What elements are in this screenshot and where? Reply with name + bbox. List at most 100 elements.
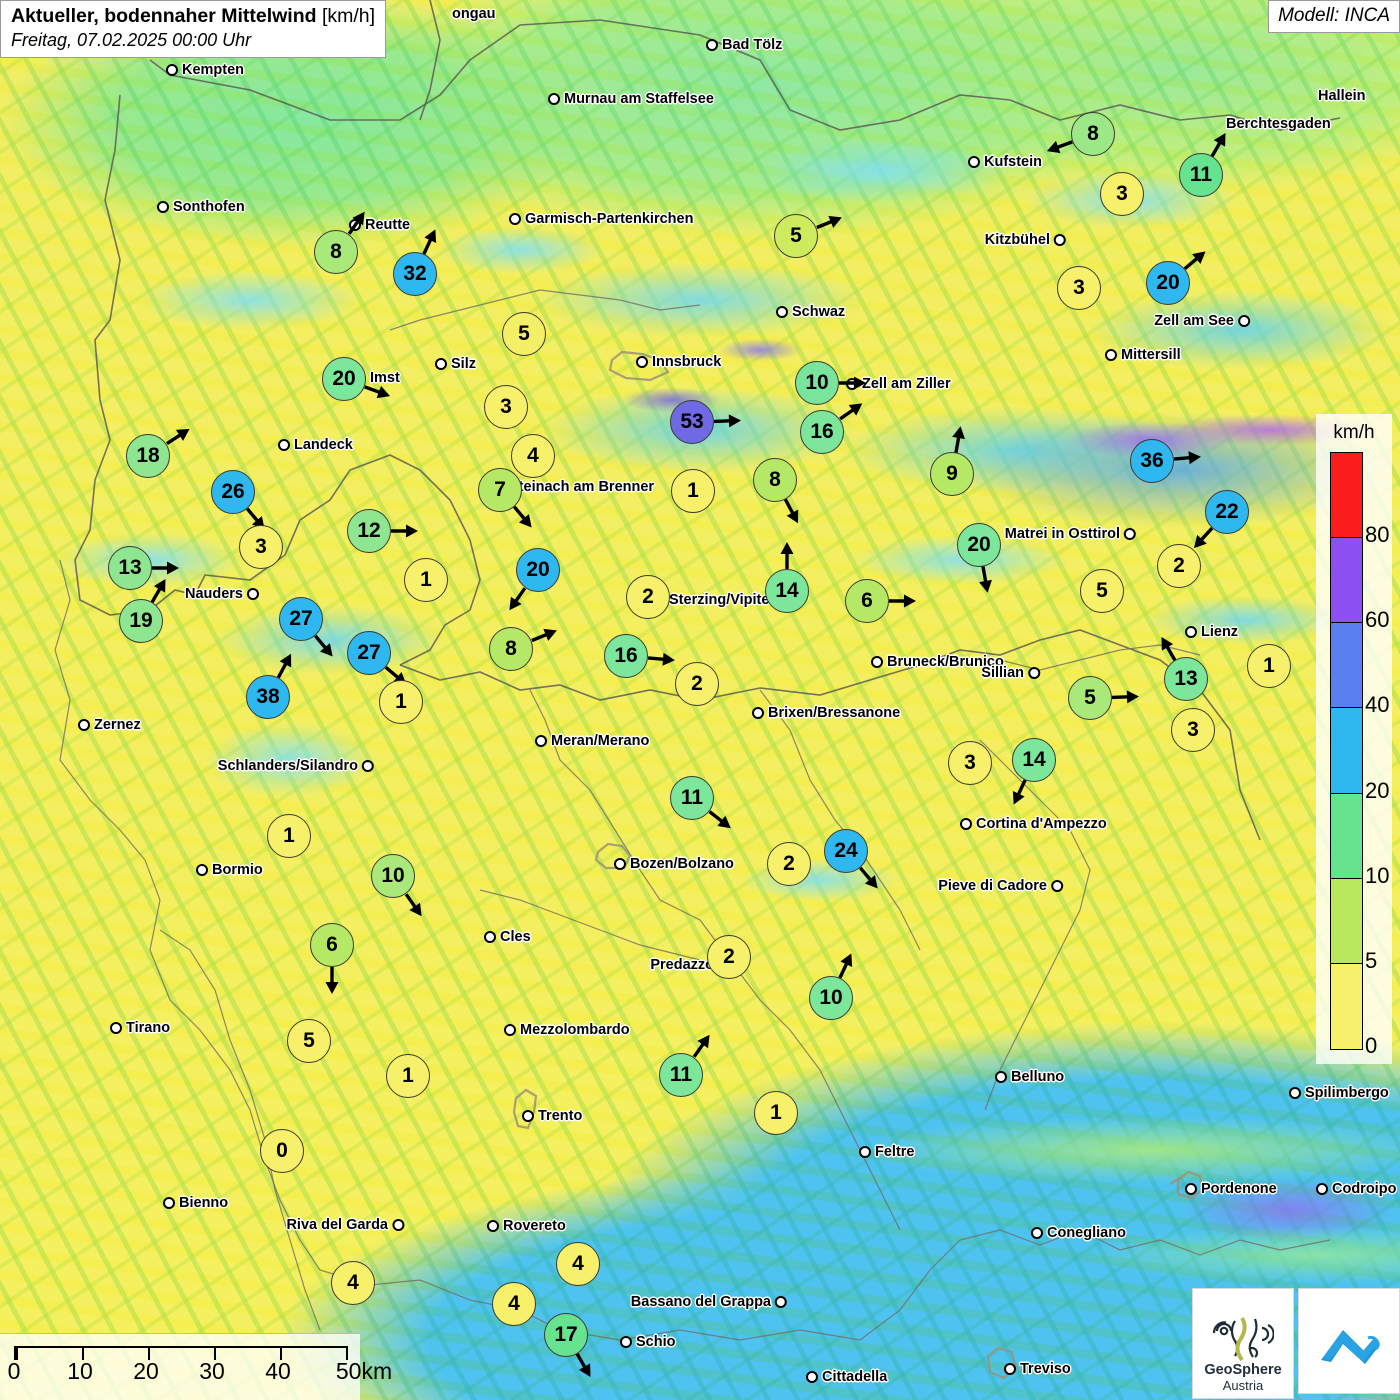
geosphere-logo: GeoSphere Austria xyxy=(1192,1288,1294,1399)
city-label: Lienz xyxy=(1185,624,1238,640)
wind-station-marker[interactable]: 17 xyxy=(544,1313,588,1357)
wind-station-marker[interactable]: 16 xyxy=(800,410,844,454)
wind-station-marker[interactable]: 2 xyxy=(675,662,719,706)
wind-station-marker[interactable]: 1 xyxy=(386,1054,430,1098)
scale-label: 50km xyxy=(335,1358,393,1384)
wind-station-marker[interactable]: 24 xyxy=(824,829,868,873)
city-label: Garmisch-Partenkirchen xyxy=(509,211,693,227)
wind-station-marker[interactable]: 8 xyxy=(314,230,358,274)
wind-station-marker[interactable]: 4 xyxy=(556,1242,600,1286)
wind-station-marker[interactable]: 9 xyxy=(930,452,974,496)
wind-station-marker[interactable]: 20 xyxy=(1146,261,1190,305)
wind-station-marker[interactable]: 5 xyxy=(502,312,546,356)
city-name-text: Mittersill xyxy=(1121,347,1181,363)
city-name-text: Kempten xyxy=(182,62,245,78)
city-name-text: Hallein xyxy=(1318,88,1366,104)
wind-station-marker[interactable]: 11 xyxy=(1179,153,1223,197)
wind-station-marker[interactable]: 32 xyxy=(393,252,437,296)
wind-station-marker[interactable]: 1 xyxy=(267,814,311,858)
wind-station-marker[interactable]: 27 xyxy=(279,597,323,641)
wind-station-marker[interactable]: 16 xyxy=(604,634,648,678)
wind-station-marker[interactable]: 38 xyxy=(246,675,290,719)
wind-station-marker[interactable]: 1 xyxy=(379,680,423,724)
city-label: Codroipo xyxy=(1316,1181,1396,1197)
wind-station-marker[interactable]: 1 xyxy=(671,469,715,513)
wind-value-text: 2 xyxy=(1173,554,1185,577)
scale-label: 10 xyxy=(67,1358,93,1384)
wind-station-marker[interactable]: 18 xyxy=(126,434,170,478)
wind-station-marker[interactable]: 20 xyxy=(957,523,1001,567)
wind-station-marker[interactable]: 3 xyxy=(484,385,528,429)
city-dot-icon xyxy=(1238,315,1250,327)
wind-station-marker[interactable]: 13 xyxy=(1164,657,1208,701)
wind-station-marker[interactable]: 1 xyxy=(1247,644,1291,688)
wind-station-marker[interactable]: 27 xyxy=(347,631,391,675)
city-label: Nauders xyxy=(185,586,259,602)
wind-station-marker[interactable]: 1 xyxy=(754,1091,798,1135)
wind-station-marker[interactable]: 36 xyxy=(1130,439,1174,483)
city-label: Landeck xyxy=(278,437,353,453)
wind-station-marker[interactable]: 3 xyxy=(948,741,992,785)
wind-station-marker[interactable]: 3 xyxy=(1171,708,1215,752)
wind-station-marker[interactable]: 5 xyxy=(1068,676,1112,720)
wind-station-marker[interactable]: 13 xyxy=(108,546,152,590)
wind-station-marker[interactable]: 11 xyxy=(659,1053,703,1097)
wind-station-marker[interactable]: 2 xyxy=(626,575,670,619)
wind-station-marker[interactable]: 4 xyxy=(492,1282,536,1326)
wind-station-marker[interactable]: 7 xyxy=(478,468,522,512)
wind-station-marker[interactable]: 4 xyxy=(511,434,555,478)
wind-station-marker[interactable]: 5 xyxy=(774,214,818,258)
legend-unit-label: km/h xyxy=(1333,422,1375,443)
city-name-text: Steinach am Brenner xyxy=(509,479,655,495)
wind-value-text: 4 xyxy=(508,1292,520,1315)
wind-station-marker[interactable]: 14 xyxy=(1012,738,1056,782)
wind-station-marker[interactable]: 20 xyxy=(516,548,560,592)
wind-station-marker[interactable]: 10 xyxy=(809,976,853,1020)
wind-station-marker[interactable]: 22 xyxy=(1205,490,1249,534)
wind-station-marker[interactable]: 10 xyxy=(795,361,839,405)
wind-station-marker[interactable]: 2 xyxy=(767,842,811,886)
wind-station-marker[interactable]: 2 xyxy=(1157,544,1201,588)
wind-station-marker[interactable]: 53 xyxy=(670,400,714,444)
city-name-text: Murnau am Staffelsee xyxy=(564,91,714,107)
wind-value-text: 4 xyxy=(347,1271,359,1294)
city-label: Kufstein xyxy=(968,154,1042,170)
city-dot-icon xyxy=(1004,1363,1016,1375)
wind-station-marker[interactable]: 10 xyxy=(371,854,415,898)
wind-station-marker[interactable]: 1 xyxy=(404,558,448,602)
wind-station-marker[interactable]: 12 xyxy=(347,509,391,553)
wind-station-marker[interactable]: 6 xyxy=(845,579,889,623)
wind-station-marker[interactable]: 8 xyxy=(753,458,797,502)
city-dot-icon xyxy=(752,707,764,719)
wind-station-marker[interactable]: 5 xyxy=(1080,569,1124,613)
wind-station-marker[interactable]: 0 xyxy=(260,1129,304,1173)
city-dot-icon xyxy=(522,1110,534,1122)
wind-station-marker[interactable]: 8 xyxy=(489,627,533,671)
wind-value-text: 18 xyxy=(136,444,160,467)
wind-station-marker[interactable]: 11 xyxy=(670,776,714,820)
colorbar-tick-label: 80 xyxy=(1365,522,1390,548)
wind-station-marker[interactable]: 6 xyxy=(310,923,354,967)
wind-station-marker[interactable]: 19 xyxy=(119,599,163,643)
city-name-text: Landeck xyxy=(294,437,353,453)
city-dot-icon xyxy=(995,1071,1007,1083)
wind-value-text: 36 xyxy=(1140,449,1164,472)
wind-station-marker[interactable]: 3 xyxy=(1100,172,1144,216)
wind-station-marker[interactable]: 8 xyxy=(1071,112,1115,156)
geosphere-name: GeoSphere xyxy=(1204,1361,1282,1378)
scale-tick xyxy=(16,1348,18,1360)
wind-value-text: 2 xyxy=(783,852,795,875)
wind-station-marker[interactable]: 5 xyxy=(287,1019,331,1063)
wind-station-marker[interactable]: 3 xyxy=(239,525,283,569)
city-dot-icon xyxy=(960,818,972,830)
wind-value-text: 5 xyxy=(790,224,802,247)
wind-station-marker[interactable]: 4 xyxy=(331,1261,375,1305)
wind-station-marker[interactable]: 14 xyxy=(765,569,809,613)
wind-station-marker[interactable]: 3 xyxy=(1057,266,1101,310)
colorbar-tick-label: 20 xyxy=(1365,777,1390,803)
wind-station-marker[interactable]: 20 xyxy=(322,357,366,401)
city-dot-icon xyxy=(1105,349,1117,361)
wind-station-marker[interactable]: 26 xyxy=(211,470,255,514)
scale-label: 20 xyxy=(133,1358,159,1384)
wind-station-marker[interactable]: 2 xyxy=(707,935,751,979)
